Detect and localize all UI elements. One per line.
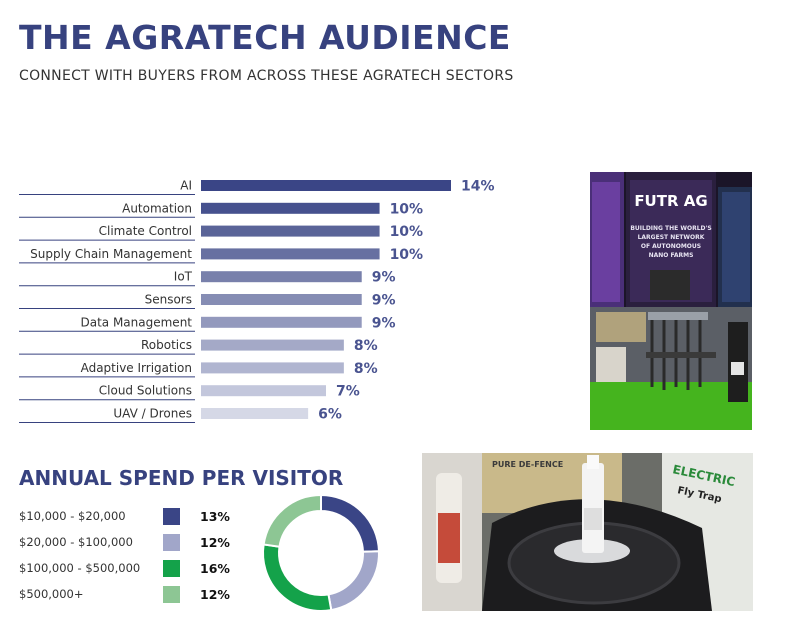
donut-slice — [262, 543, 333, 612]
bar — [201, 202, 380, 214]
spend-legend-row: $20,000 - $100,000 12% — [19, 534, 239, 552]
spend-legend-swatch — [163, 508, 180, 525]
product-label-pure-defence: PURE DE-FENCE — [492, 460, 563, 469]
spend-legend-swatch — [163, 560, 180, 577]
donut-slice — [262, 493, 322, 548]
bar — [201, 180, 451, 191]
spend-section-title: ANNUAL SPEND PER VISITOR — [19, 466, 344, 490]
fly-trap-product-photo: PURE DE-FENCE ELECTRIC Fly Trap — [422, 453, 753, 611]
bar-category-label: Sensors — [145, 293, 192, 307]
spend-legend-row: $100,000 - $500,000 16% — [19, 560, 239, 578]
spend-percentage: 12% — [200, 535, 230, 550]
spend-range-label: $10,000 - $20,000 — [19, 509, 126, 523]
booth-banner-text: BUILDING THE WORLD'S LARGEST NETWORK OF … — [630, 225, 711, 259]
bar-category-label: IoT — [174, 270, 193, 284]
bar-category-label: Supply Chain Management — [30, 247, 192, 261]
bar — [201, 225, 380, 237]
booth-banner-brand: FUTR AG — [634, 192, 707, 210]
bar-value-label: 9% — [372, 293, 396, 309]
bar-category-label: Automation — [122, 201, 192, 215]
bar-value-label: 6% — [318, 407, 342, 423]
bar — [201, 271, 362, 283]
bar — [201, 248, 380, 260]
bar-category-label: Adaptive Irrigation — [81, 361, 192, 375]
spend-range-label: $500,000+ — [19, 587, 84, 601]
spend-percentage: 12% — [200, 587, 230, 602]
bar — [201, 408, 309, 419]
bar — [201, 294, 362, 305]
bar — [201, 339, 344, 351]
bar-category-label: Robotics — [141, 338, 192, 352]
spend-percentage: 13% — [200, 509, 230, 524]
spend-legend-row: $10,000 - $20,000 13% — [19, 508, 239, 526]
svg-text:OF AUTONOMOUS: OF AUTONOMOUS — [641, 243, 701, 250]
spend-donut-chart — [262, 493, 381, 612]
trade-show-booth-photo: FUTR AG BUILDING THE WORLD'S LARGEST NET… — [590, 172, 752, 430]
spend-legend-swatch — [163, 586, 180, 603]
spend-legend-row: $500,000+ 12% — [19, 586, 239, 604]
bar-category-label: AI — [180, 179, 192, 193]
bar-category-label: Cloud Solutions — [99, 384, 192, 398]
page-title: THE AGRATECH AUDIENCE — [19, 18, 511, 57]
bar-value-label: 9% — [372, 270, 396, 286]
bar-category-label: UAV / Drones — [113, 407, 192, 421]
sector-bar-chart: AI 14% Automation 10% Climate Control 10% Supp… — [19, 179, 495, 423]
bar-value-label: 8% — [354, 338, 378, 354]
bar-value-label: 10% — [390, 201, 424, 217]
bar-value-label: 14% — [461, 179, 495, 195]
bar — [201, 316, 362, 328]
page-subtitle: CONNECT WITH BUYERS FROM ACROSS THESE AG… — [19, 68, 514, 84]
bar-value-label: 10% — [390, 247, 424, 263]
bar-value-label: 7% — [336, 384, 360, 400]
bar — [201, 385, 326, 397]
bar-value-label: 9% — [372, 315, 396, 331]
donut-slice — [320, 493, 381, 553]
bar-value-label: 8% — [354, 361, 378, 377]
svg-text:LARGEST NETWORK: LARGEST NETWORK — [638, 234, 705, 241]
spend-legend-swatch — [163, 534, 180, 551]
spend-range-label: $100,000 - $500,000 — [19, 561, 141, 575]
donut-slice — [327, 550, 380, 612]
bar-value-label: 10% — [390, 224, 424, 240]
spend-percentage: 16% — [200, 561, 230, 576]
bar — [201, 362, 344, 374]
bar-category-label: Climate Control — [99, 224, 192, 238]
svg-text:BUILDING THE WORLD'S: BUILDING THE WORLD'S — [630, 225, 711, 232]
bar-category-label: Data Management — [80, 315, 192, 329]
svg-text:NANO FARMS: NANO FARMS — [649, 252, 694, 259]
spend-range-label: $20,000 - $100,000 — [19, 535, 133, 549]
